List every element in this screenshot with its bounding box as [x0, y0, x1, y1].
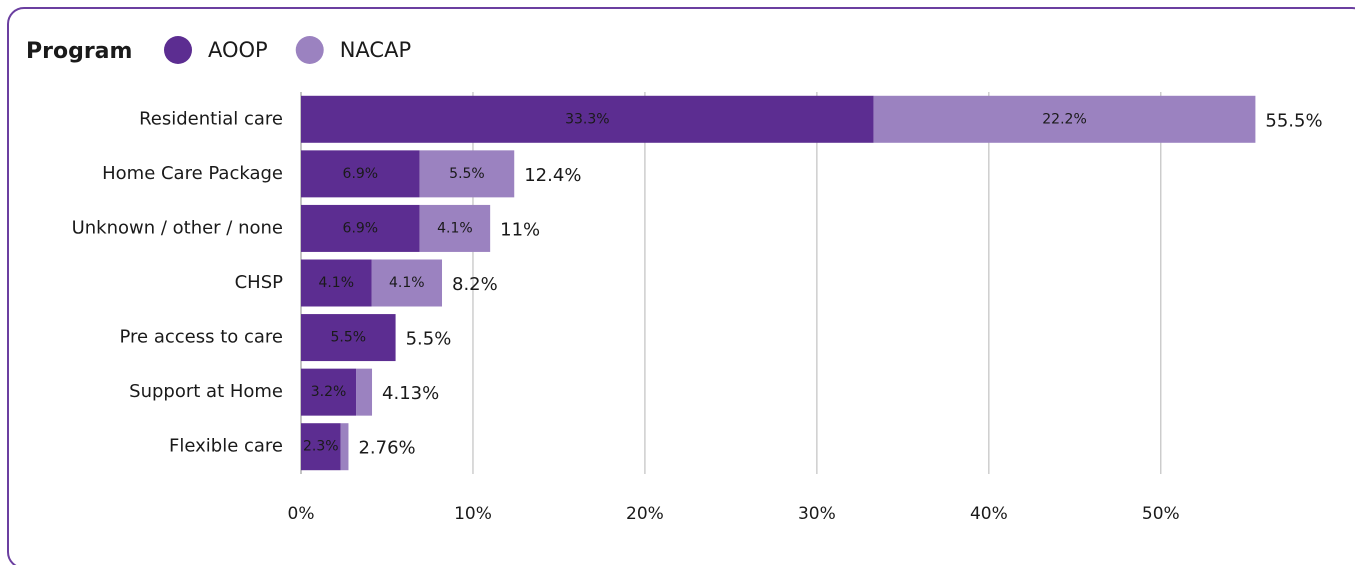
y-tick-label: Support at Home	[129, 381, 283, 402]
x-tick-label: 10%	[454, 504, 492, 524]
bar-segment	[371, 259, 443, 307]
bar-segment	[340, 423, 349, 471]
bar-segment	[356, 368, 373, 416]
total-label: 4.13%	[382, 383, 439, 404]
bar-segment	[301, 314, 396, 362]
legend-title: Program	[26, 39, 132, 64]
y-tick-label: Flexible care	[169, 436, 283, 457]
total-label: 11%	[500, 219, 540, 240]
y-tick-label: CHSP	[235, 272, 284, 293]
x-tick-label: 0%	[288, 504, 315, 524]
x-tick-label: 30%	[798, 504, 836, 524]
total-label: 55.5%	[1265, 110, 1322, 131]
y-tick-label: Home Care Package	[102, 163, 283, 184]
bar-segment	[419, 204, 491, 252]
bar-segment	[301, 368, 357, 416]
legend-label: NACAP	[340, 38, 411, 62]
bar-value-label: 3.2%	[311, 384, 347, 400]
bar-segment	[301, 259, 372, 307]
total-label: 5.5%	[406, 329, 452, 350]
total-label: 8.2%	[452, 274, 498, 295]
bar-value-label: 22.2%	[1042, 111, 1086, 127]
bar-value-label: 6.9%	[343, 220, 379, 236]
bar-segment	[301, 204, 420, 252]
bar-value-label: 4.1%	[389, 275, 425, 291]
total-label: 12.4%	[524, 165, 581, 186]
bar-value-label: 2.3%	[303, 439, 339, 455]
total-label: 2.76%	[358, 438, 415, 459]
x-tick-label: 40%	[970, 504, 1008, 524]
y-tick-label: Pre access to care	[119, 327, 283, 348]
bar-value-label: 4.1%	[437, 220, 473, 236]
bar-segment	[301, 150, 420, 198]
legend-swatch	[295, 36, 324, 64]
legend-label: AOOP	[208, 38, 268, 62]
y-tick-label: Residential care	[139, 108, 283, 129]
bar-segment	[301, 423, 341, 471]
bar-value-label: 4.1%	[318, 275, 354, 291]
legend-swatch	[164, 36, 192, 64]
bar-value-label: 5.5%	[449, 166, 485, 182]
bar-value-label: 5.5%	[331, 330, 367, 346]
bar-segment	[873, 95, 1256, 143]
bar-value-label: 33.3%	[565, 111, 609, 127]
bar-value-label: 6.9%	[343, 166, 379, 182]
bar-segment	[301, 95, 874, 143]
bar-segment	[419, 150, 515, 198]
x-tick-label: 50%	[1142, 504, 1180, 524]
card-frame	[7, 7, 1355, 565]
y-tick-label: Unknown / other / none	[72, 217, 283, 238]
x-tick-label: 20%	[626, 504, 664, 524]
